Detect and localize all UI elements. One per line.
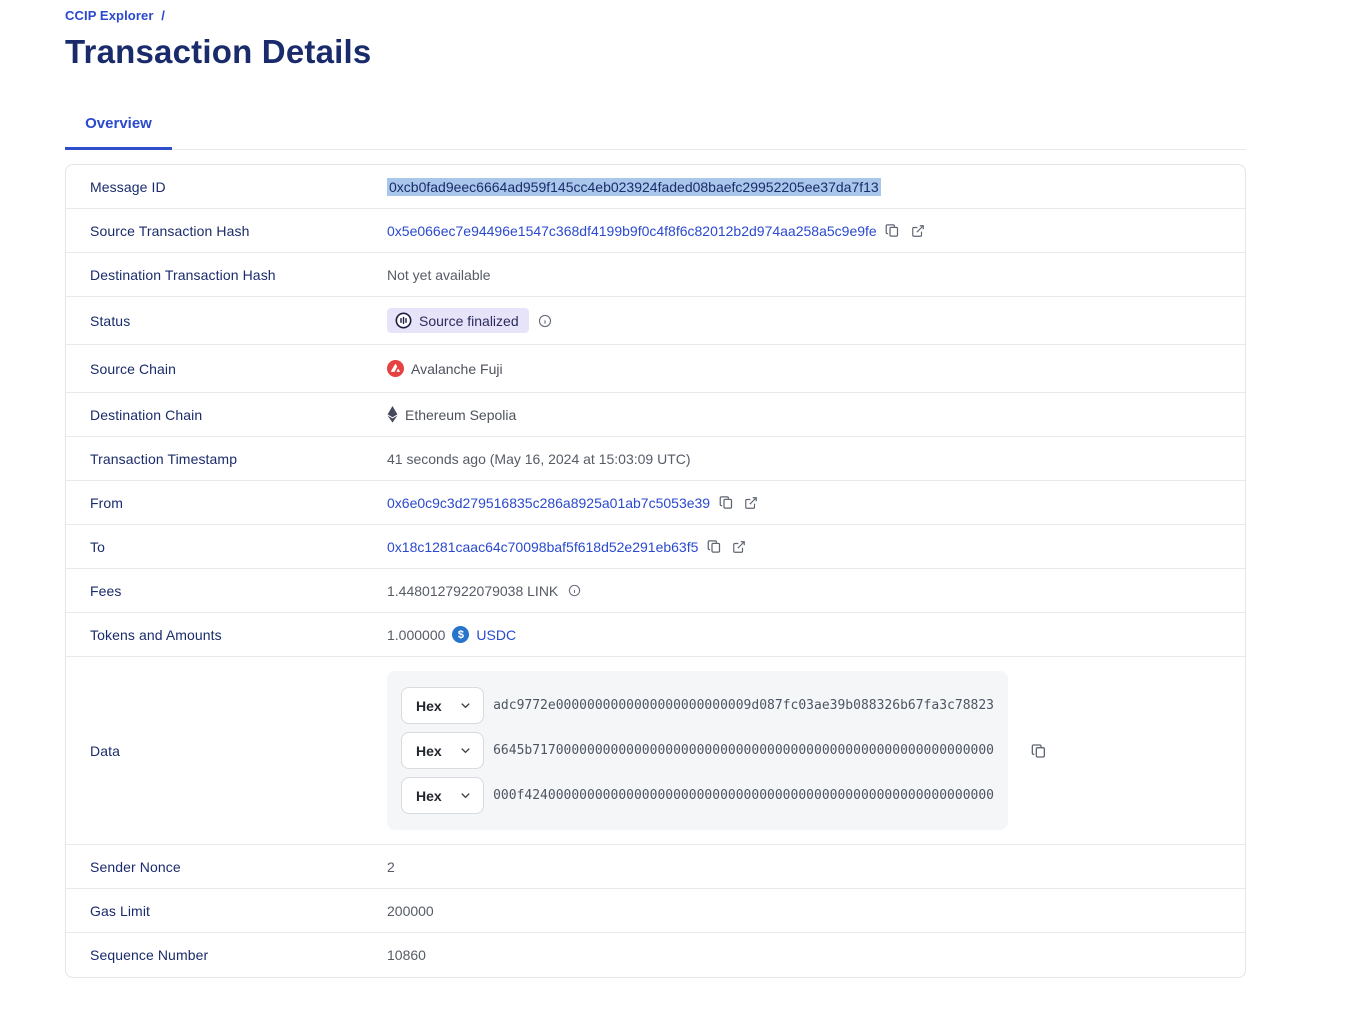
to-label: To: [90, 538, 105, 555]
avalanche-icon: [387, 360, 404, 377]
data-line: Hex 000f42400000000000000000000000000000…: [401, 777, 994, 814]
row-sequence-number: Sequence Number 10860: [66, 933, 1245, 977]
sequence-number-label: Sequence Number: [90, 947, 209, 963]
copy-icon[interactable]: [884, 222, 902, 240]
from-address-link[interactable]: 0x6e0c9c3d279516835c286a8925a01ab7c5053e…: [387, 494, 711, 511]
source-tx-hash-label: Source Transaction Hash: [90, 222, 250, 239]
breadcrumb-ccip-explorer-link[interactable]: CCIP Explorer: [65, 8, 154, 23]
copy-data-icon[interactable]: [1030, 742, 1048, 760]
usdc-token-link[interactable]: USDC: [476, 626, 517, 643]
data-hex-value: adc9772e0000000000000000000000009d087fc0…: [493, 698, 994, 713]
status-label: Status: [90, 312, 131, 329]
row-status: Status Source finalized: [66, 297, 1245, 345]
sequence-number-value: 10860: [387, 947, 426, 963]
sender-nonce-value: 2: [387, 858, 395, 875]
breadcrumb-separator: /: [161, 8, 165, 23]
copy-icon[interactable]: [717, 494, 735, 512]
data-hex-box: Hex adc9772e0000000000000000000000009d08…: [387, 671, 1008, 830]
data-line: Hex 6645b7170000000000000000000000000000…: [401, 732, 994, 769]
chevron-down-icon: [458, 788, 473, 803]
status-info-icon[interactable]: [536, 312, 554, 330]
row-destination-chain: Destination Chain Ethereum Sepolia: [66, 393, 1245, 437]
transaction-timestamp-label: Transaction Timestamp: [90, 450, 238, 467]
message-id-label: Message ID: [90, 178, 166, 195]
row-source-chain: Source Chain Avalanche Fuji: [66, 345, 1245, 393]
data-label: Data: [90, 742, 120, 759]
data-hex-value: 6645b71700000000000000000000000000000000…: [493, 743, 994, 758]
status-badge-text: Source finalized: [419, 312, 519, 329]
row-sender-nonce: Sender Nonce 2: [66, 845, 1245, 889]
message-id-value: 0xcb0fad9eec6664ad959f145cc4eb023924fade…: [387, 177, 881, 196]
chevron-down-icon: [458, 743, 473, 758]
tab-overview[interactable]: Overview: [65, 115, 172, 150]
row-source-tx-hash: Source Transaction Hash 0x5e066ec7e94496…: [66, 209, 1245, 253]
row-data: Data Hex adc9772e00000000000000000000000…: [66, 657, 1245, 845]
hex-format-select[interactable]: Hex: [401, 777, 485, 814]
destination-tx-hash-value: Not yet available: [387, 266, 491, 283]
transaction-details-page: CCIP Explorer / Transaction Details Over…: [65, 8, 1246, 978]
row-message-id: Message ID 0xcb0fad9eec6664ad959f145cc4e…: [66, 165, 1245, 209]
source-chain-name: Avalanche Fuji: [411, 360, 503, 377]
external-link-icon[interactable]: [742, 494, 760, 512]
tokens-and-amounts-label: Tokens and Amounts: [90, 626, 222, 643]
gas-limit-label: Gas Limit: [90, 902, 151, 919]
ethereum-icon: [387, 406, 398, 423]
breadcrumb: CCIP Explorer /: [65, 8, 1181, 23]
gas-limit-value: 200000: [387, 902, 434, 919]
row-fees: Fees 1.4480127922079038 LINK: [66, 569, 1245, 613]
source-chain-label: Source Chain: [90, 360, 177, 377]
source-tx-hash-link[interactable]: 0x5e066ec7e94496e1547c368df4199b9f0c4f8f…: [387, 222, 877, 239]
hex-format-value: Hex: [416, 742, 442, 759]
external-link-icon[interactable]: [909, 222, 927, 240]
data-hex-value: 000f424000000000000000000000000000000000…: [493, 788, 994, 803]
hex-format-select[interactable]: Hex: [401, 732, 485, 769]
chevron-down-icon: [458, 698, 473, 713]
copy-icon[interactable]: [705, 538, 723, 556]
destination-chain-label: Destination Chain: [90, 406, 203, 423]
page-title: Transaction Details: [65, 33, 372, 70]
from-label: From: [90, 494, 124, 511]
fees-info-icon[interactable]: [565, 582, 583, 600]
status-badge: Source finalized: [387, 308, 529, 333]
fees-value: 1.4480127922079038 LINK: [387, 582, 559, 599]
destination-chain-name: Ethereum Sepolia: [405, 406, 517, 423]
hex-format-value: Hex: [416, 787, 442, 804]
destination-tx-hash-label: Destination Transaction Hash: [90, 266, 276, 283]
transaction-timestamp-value: 41 seconds ago (May 16, 2024 at 15:03:09…: [387, 450, 691, 467]
row-from: From 0x6e0c9c3d279516835c286a8925a01ab7c…: [66, 481, 1245, 525]
usdc-token-icon: $: [452, 626, 470, 643]
transaction-details-card: Message ID 0xcb0fad9eec6664ad959f145cc4e…: [65, 164, 1246, 978]
sender-nonce-label: Sender Nonce: [90, 858, 181, 875]
row-to: To 0x18c1281caac64c70098baf5f618d52e291e…: [66, 525, 1245, 569]
row-transaction-timestamp: Transaction Timestamp 41 seconds ago (Ma…: [66, 437, 1245, 481]
row-gas-limit: Gas Limit 200000: [66, 889, 1245, 933]
data-line: Hex adc9772e0000000000000000000000009d08…: [401, 687, 994, 724]
status-progress-icon: [395, 312, 412, 329]
external-link-icon[interactable]: [730, 538, 748, 556]
tab-bar: Overview: [65, 115, 1246, 150]
row-tokens-and-amounts: Tokens and Amounts 1.000000 $ USDC: [66, 613, 1245, 657]
to-address-link[interactable]: 0x18c1281caac64c70098baf5f618d52e291eb63…: [387, 538, 699, 555]
hex-format-value: Hex: [416, 697, 442, 714]
fees-label: Fees: [90, 582, 122, 599]
hex-format-select[interactable]: Hex: [401, 687, 485, 724]
token-amount: 1.000000: [387, 626, 446, 643]
row-destination-tx-hash: Destination Transaction Hash Not yet ava…: [66, 253, 1245, 297]
